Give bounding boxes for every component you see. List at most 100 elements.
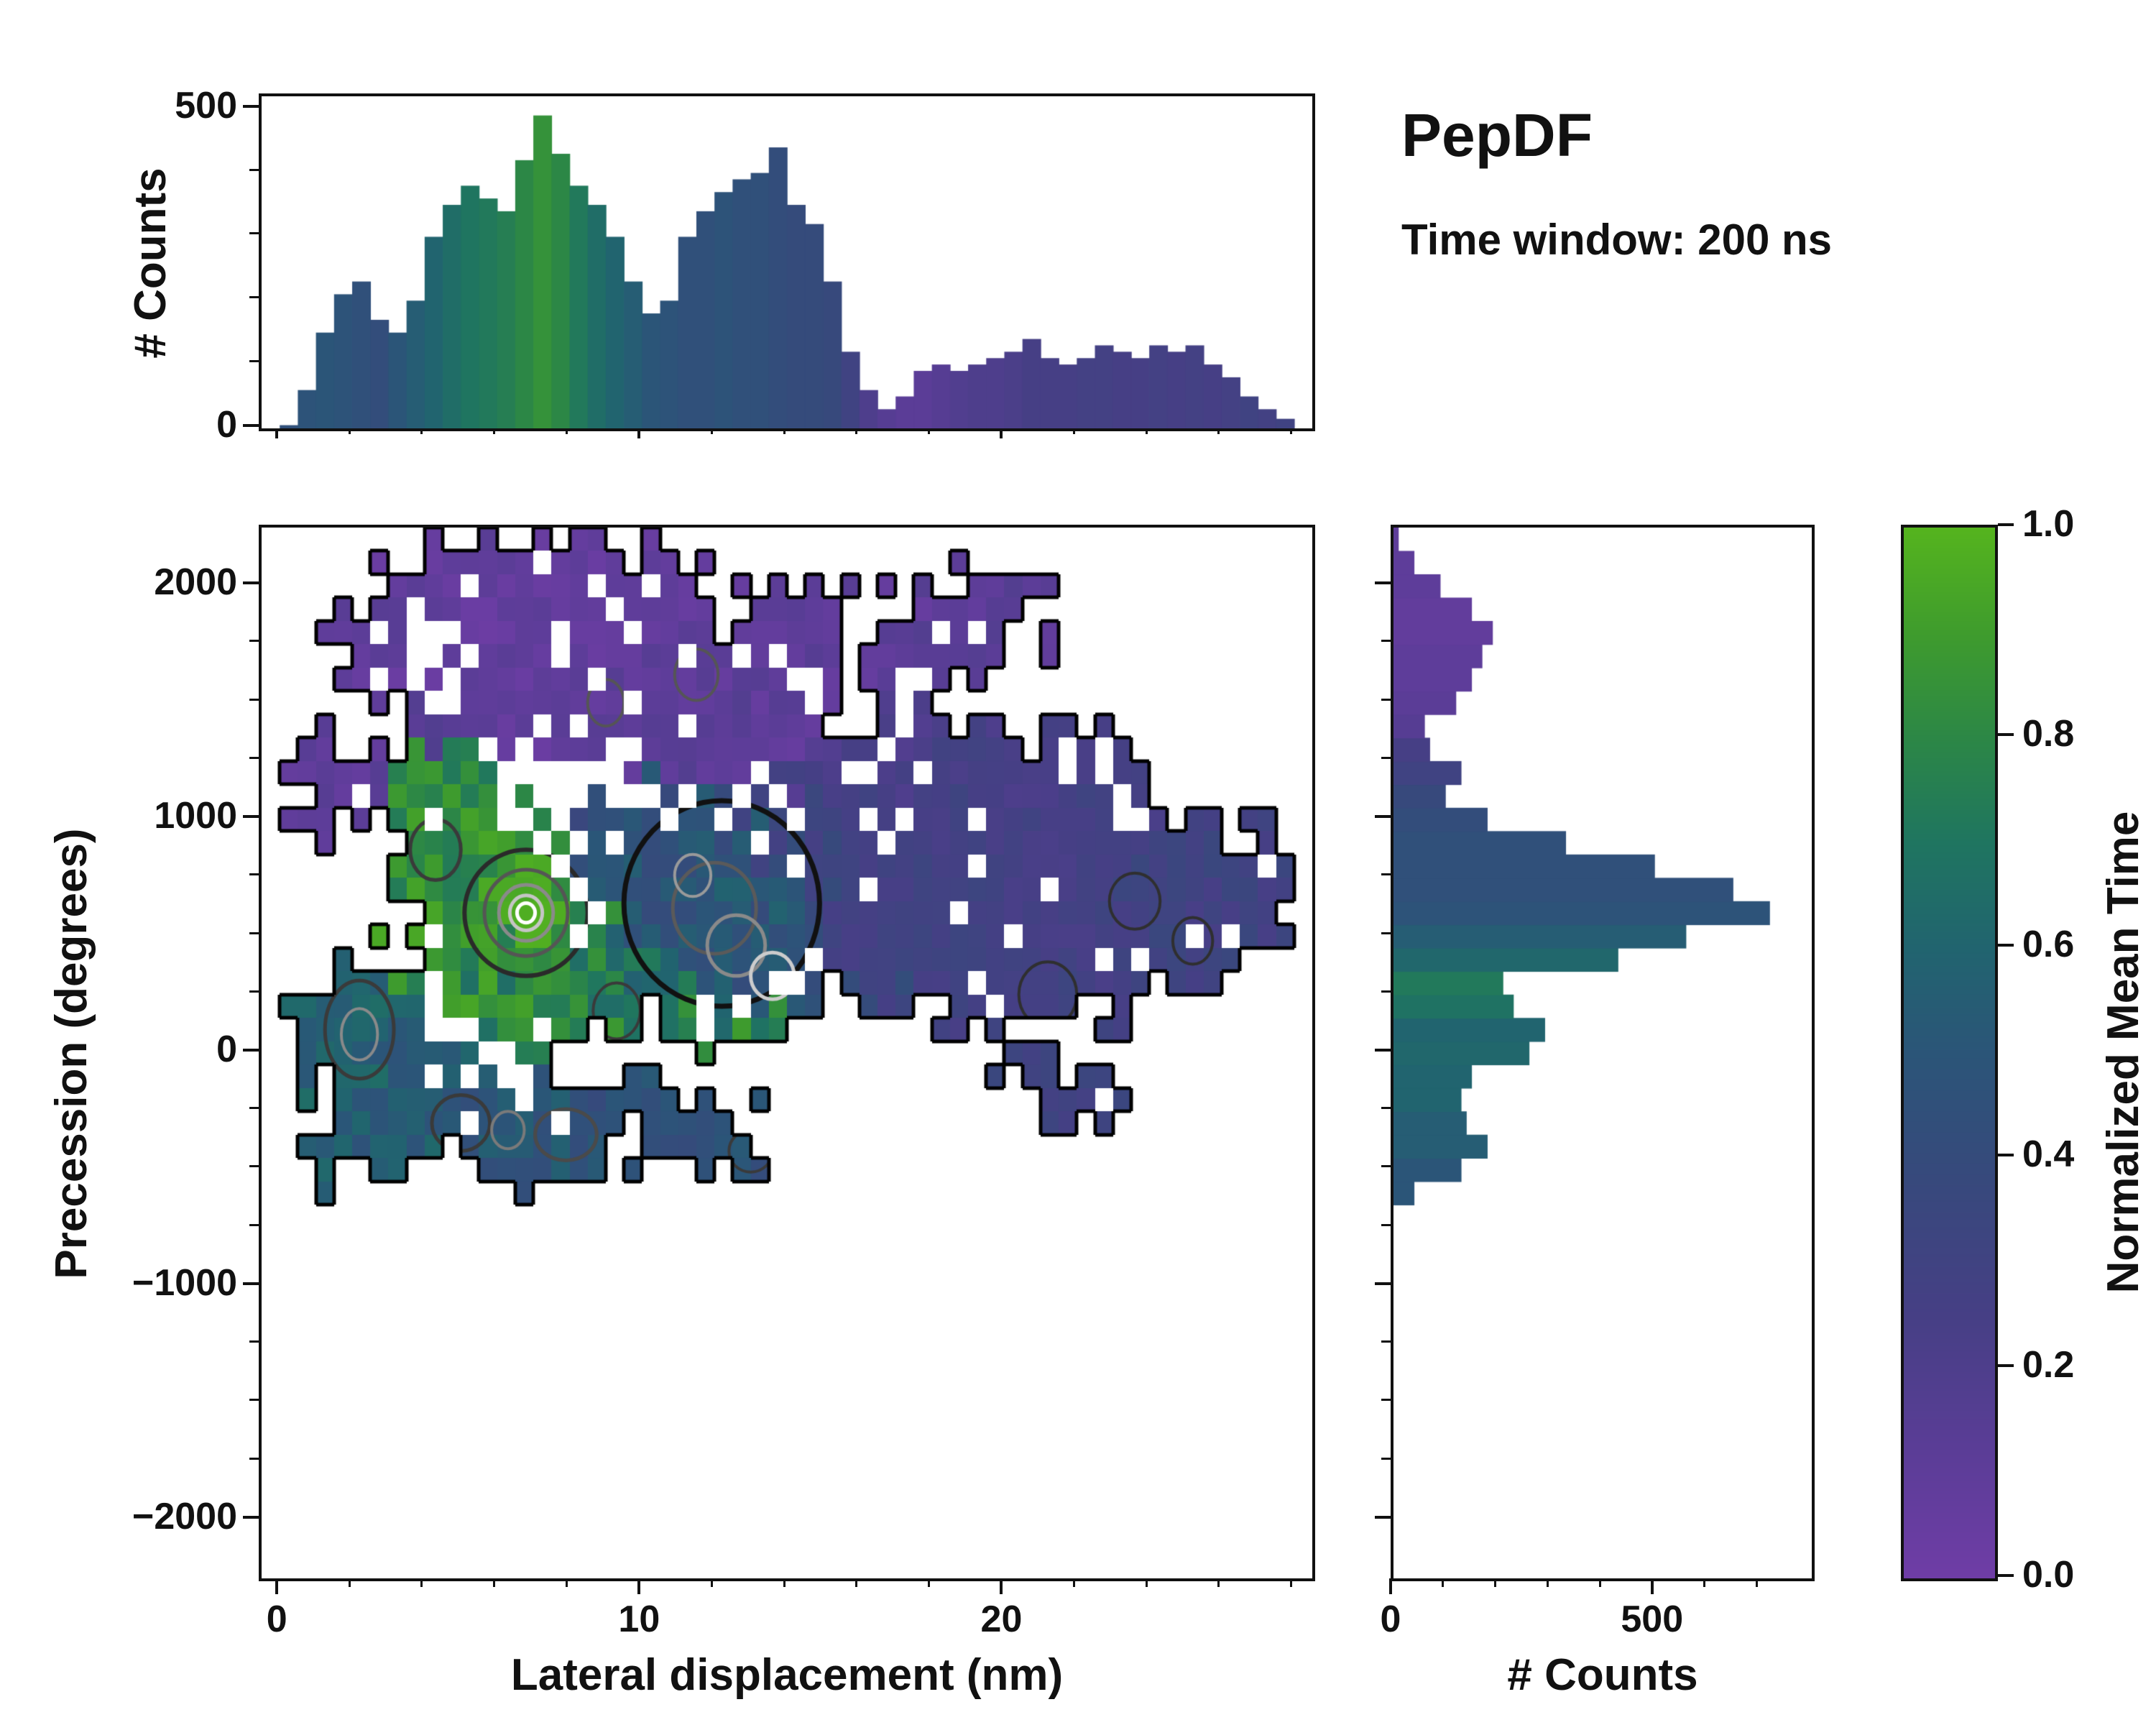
tick-mark [243,104,259,108]
tick-mark [1217,1578,1220,1587]
top-yaxis-label: # Counts [126,167,175,359]
tick-mark [249,1223,259,1226]
tick-mark [710,1578,713,1587]
tick-mark [249,873,259,876]
tick-mark [249,990,259,993]
tick-mark [1381,990,1391,993]
tick-mark [1375,1515,1391,1519]
tick-mark [1072,1578,1075,1587]
tick-label: 0 [1380,1598,1401,1640]
tick-label: 20 [980,1598,1023,1640]
tick-mark [249,1457,259,1460]
tick-mark [1145,1578,1148,1587]
tick-mark [1381,1340,1391,1343]
tick-label: 1000 [154,795,237,837]
tick-mark [249,1399,259,1402]
right-histogram-panel [1391,525,1815,1581]
tick-mark [1650,1578,1654,1594]
tick-mark [243,815,259,819]
tick-mark [275,428,279,438]
tick-label: 0.6 [2022,923,2075,965]
main-heatmap-canvas [262,528,1312,1578]
tick-mark [1072,428,1075,434]
colorbar-panel [1901,525,1998,1581]
time-window-label: Time window: 200 ns [1401,216,1833,264]
tick-mark [420,428,423,434]
tick-mark [1000,1578,1003,1594]
tick-mark [420,1578,423,1587]
tick-mark [1381,1457,1391,1460]
tick-mark [249,640,259,643]
tick-mark [249,1340,259,1343]
tick-mark [928,1578,931,1587]
tick-mark [249,360,259,363]
tick-mark [855,428,858,434]
tick-mark [928,428,931,434]
tick-mark [1000,428,1003,438]
tick-mark [1375,1049,1391,1052]
main-yaxis-label: Precession (degrees) [47,828,96,1279]
tick-label: 0.2 [2022,1343,2075,1386]
tick-label: 10 [618,1598,660,1640]
tick-mark [243,1049,259,1052]
tick-label: 0 [266,1598,287,1640]
tick-label: 2000 [154,561,237,604]
tick-mark [1998,1574,2014,1577]
main-heatmap-panel [259,525,1315,1581]
tick-label: 0.4 [2022,1133,2075,1176]
tick-mark [1703,1578,1705,1587]
tick-mark [566,428,568,434]
tick-mark [1381,1107,1391,1110]
tick-mark [1998,523,2014,526]
tick-mark [1755,1578,1758,1587]
tick-mark [1381,873,1391,876]
tick-mark [1145,428,1148,434]
right-xaxis-label: # Counts [1507,1650,1698,1700]
tick-mark [1998,1363,2014,1367]
tick-mark [1998,1154,2014,1157]
tick-mark [243,581,259,585]
tick-mark [1381,640,1391,643]
tick-mark [348,1578,351,1587]
tick-mark [710,428,713,434]
tick-mark [249,932,259,934]
tick-mark [566,1578,568,1587]
tick-mark [1290,428,1293,434]
tick-label: 0.0 [2022,1554,2075,1596]
figure-title: PepDF [1401,101,1593,169]
tick-mark [1375,815,1391,819]
tick-mark [1375,1282,1391,1285]
right-histogram-canvas [1393,528,1812,1578]
tick-mark [1442,1578,1445,1587]
tick-mark [249,1107,259,1110]
tick-mark [1290,1578,1293,1587]
tick-mark [243,1515,259,1519]
tick-mark [249,1165,259,1168]
tick-label: 0 [216,1029,237,1070]
tick-mark [637,1578,641,1594]
tick-mark [249,168,259,171]
tick-mark [249,296,259,299]
colorbar-label: Normalized Mean Time [2099,811,2148,1294]
tick-label: 500 [1621,1598,1684,1640]
tick-mark [275,1578,279,1594]
annotation-block: PepDF Time window: 200 ns [1401,101,1832,264]
tick-mark [1998,943,2014,947]
tick-mark [249,756,259,759]
tick-mark [637,428,641,438]
tick-mark [249,698,259,701]
tick-label: −2000 [132,1495,237,1537]
tick-mark [1546,1578,1549,1587]
tick-mark [1381,1399,1391,1402]
top-histogram-canvas [262,96,1312,428]
tick-label: 0 [216,404,237,446]
tick-mark [1381,756,1391,759]
tick-mark [493,1578,496,1587]
tick-mark [1217,428,1220,434]
tick-mark [1375,581,1391,585]
tick-mark [1998,733,2014,737]
tick-mark [855,1578,858,1587]
tick-mark [783,1578,786,1587]
tick-mark [1494,1578,1496,1587]
